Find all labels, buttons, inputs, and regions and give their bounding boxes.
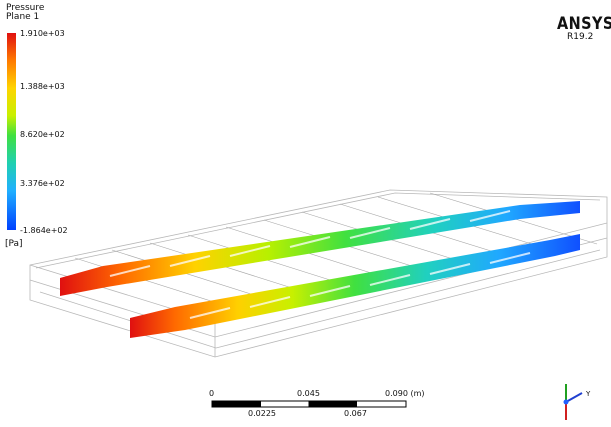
axis-label-y: Y [586, 390, 591, 398]
ansys-logo: ANSYS [557, 14, 611, 34]
legend-color-bar [7, 33, 16, 230]
legend-variable: Pressure [6, 3, 45, 13]
axis-triad-icon [563, 384, 583, 420]
blade-streaks [109, 210, 531, 319]
legend-tick-3: 8.620e+02 [20, 130, 65, 139]
legend-tick-4: 3.376e+02 [20, 179, 65, 188]
version-label: R19.2 [567, 32, 594, 42]
legend-tick-min: -1.864e+02 [20, 226, 68, 235]
legend-tick-2: 1.388e+03 [20, 82, 65, 91]
legend-tick-max: 1.910e+03 [20, 29, 65, 38]
scale-bar [211, 400, 407, 408]
scale-label-0045: 0.045 [297, 389, 320, 398]
scale-label-0090: 0.090 (m) [385, 389, 425, 398]
pressure-contour-plane-upper [60, 201, 580, 296]
legend-unit: [Pa] [5, 239, 23, 249]
scale-label-0067: 0.067 [344, 409, 367, 418]
scale-label-0: 0 [209, 389, 215, 398]
scale-label-00225: 0.0225 [248, 409, 276, 418]
legend-title: Pressure Plane 1 [6, 4, 44, 22]
pressure-contour-plane-lower [130, 234, 580, 338]
legend-location: Plane 1 [6, 12, 40, 22]
